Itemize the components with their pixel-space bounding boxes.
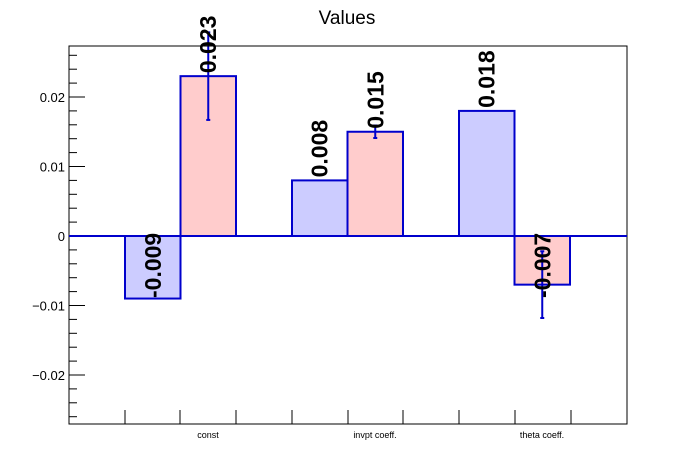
chart-title: Values (319, 8, 376, 29)
bar-series1-1 (291, 179, 349, 237)
x-category-label: theta coeff. (520, 430, 564, 440)
x-category-label: invpt coeff. (353, 430, 396, 440)
data-label: 0.008 (307, 120, 333, 178)
y-tick-label: 0 (58, 229, 65, 244)
y-tick-label: 0.01 (40, 160, 65, 175)
data-label: -0.009 (140, 233, 166, 298)
y-tick-label: −0.01 (32, 299, 65, 314)
y-tick-label: −0.02 (32, 368, 65, 383)
y-tick-label: 0.02 (40, 90, 65, 105)
bars-layer (124, 31, 571, 320)
bar-series1-2 (458, 109, 516, 237)
data-label: -0.007 (529, 233, 555, 298)
bar-series1-0 (124, 235, 182, 300)
labels-layer: -0.009 0.008 0.018 0.023 0.015 -0.007 (140, 16, 556, 298)
data-label: 0.015 (362, 71, 388, 129)
axis-layer: −0.02 −0.01 0 0.01 0.02 const invpt coeff. thet… (32, 45, 628, 440)
data-label: 0.018 (474, 50, 500, 108)
data-label: 0.023 (195, 16, 221, 74)
x-category-label: const (197, 430, 219, 440)
bar-series2-1 (346, 130, 404, 237)
